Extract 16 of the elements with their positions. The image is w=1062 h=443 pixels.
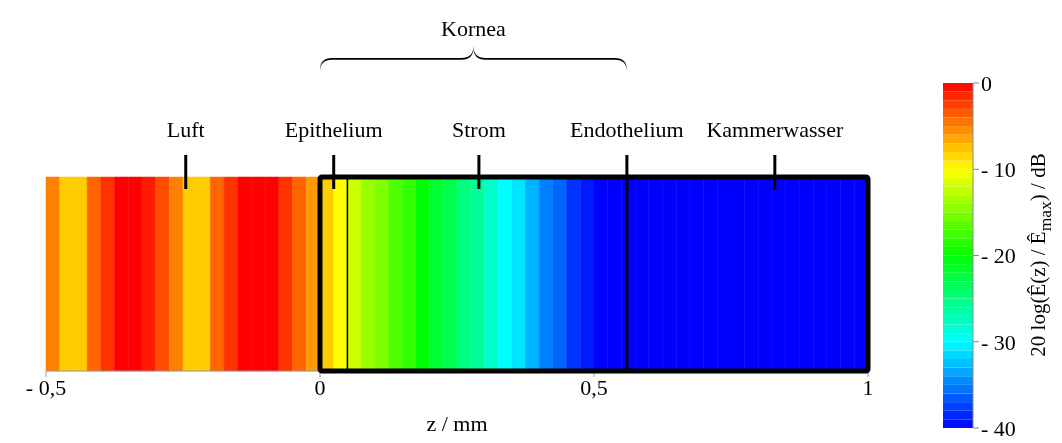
color-bar-label: 0 xyxy=(981,70,992,96)
text: Epithelium xyxy=(284,117,383,142)
text: Kammerwasser xyxy=(706,117,844,142)
text: Strom xyxy=(452,117,506,142)
text: Kornea xyxy=(441,16,507,41)
color-bar-label: - 30 xyxy=(981,329,1016,355)
text: Endothelium xyxy=(570,117,684,142)
x-tick-label: - 0,5 xyxy=(25,374,67,400)
text: Luft xyxy=(166,117,205,142)
color-bar-label: - 20 xyxy=(981,243,1016,269)
color-bar-label: - 10 xyxy=(981,157,1016,183)
x-axis-title: z / mm xyxy=(426,411,488,436)
color-bar-label: - 40 xyxy=(981,415,1016,441)
x-tick-label: 0 xyxy=(314,374,326,400)
x-tick-label: 0,5 xyxy=(580,374,608,400)
x-tick-label: 1 xyxy=(862,374,874,400)
